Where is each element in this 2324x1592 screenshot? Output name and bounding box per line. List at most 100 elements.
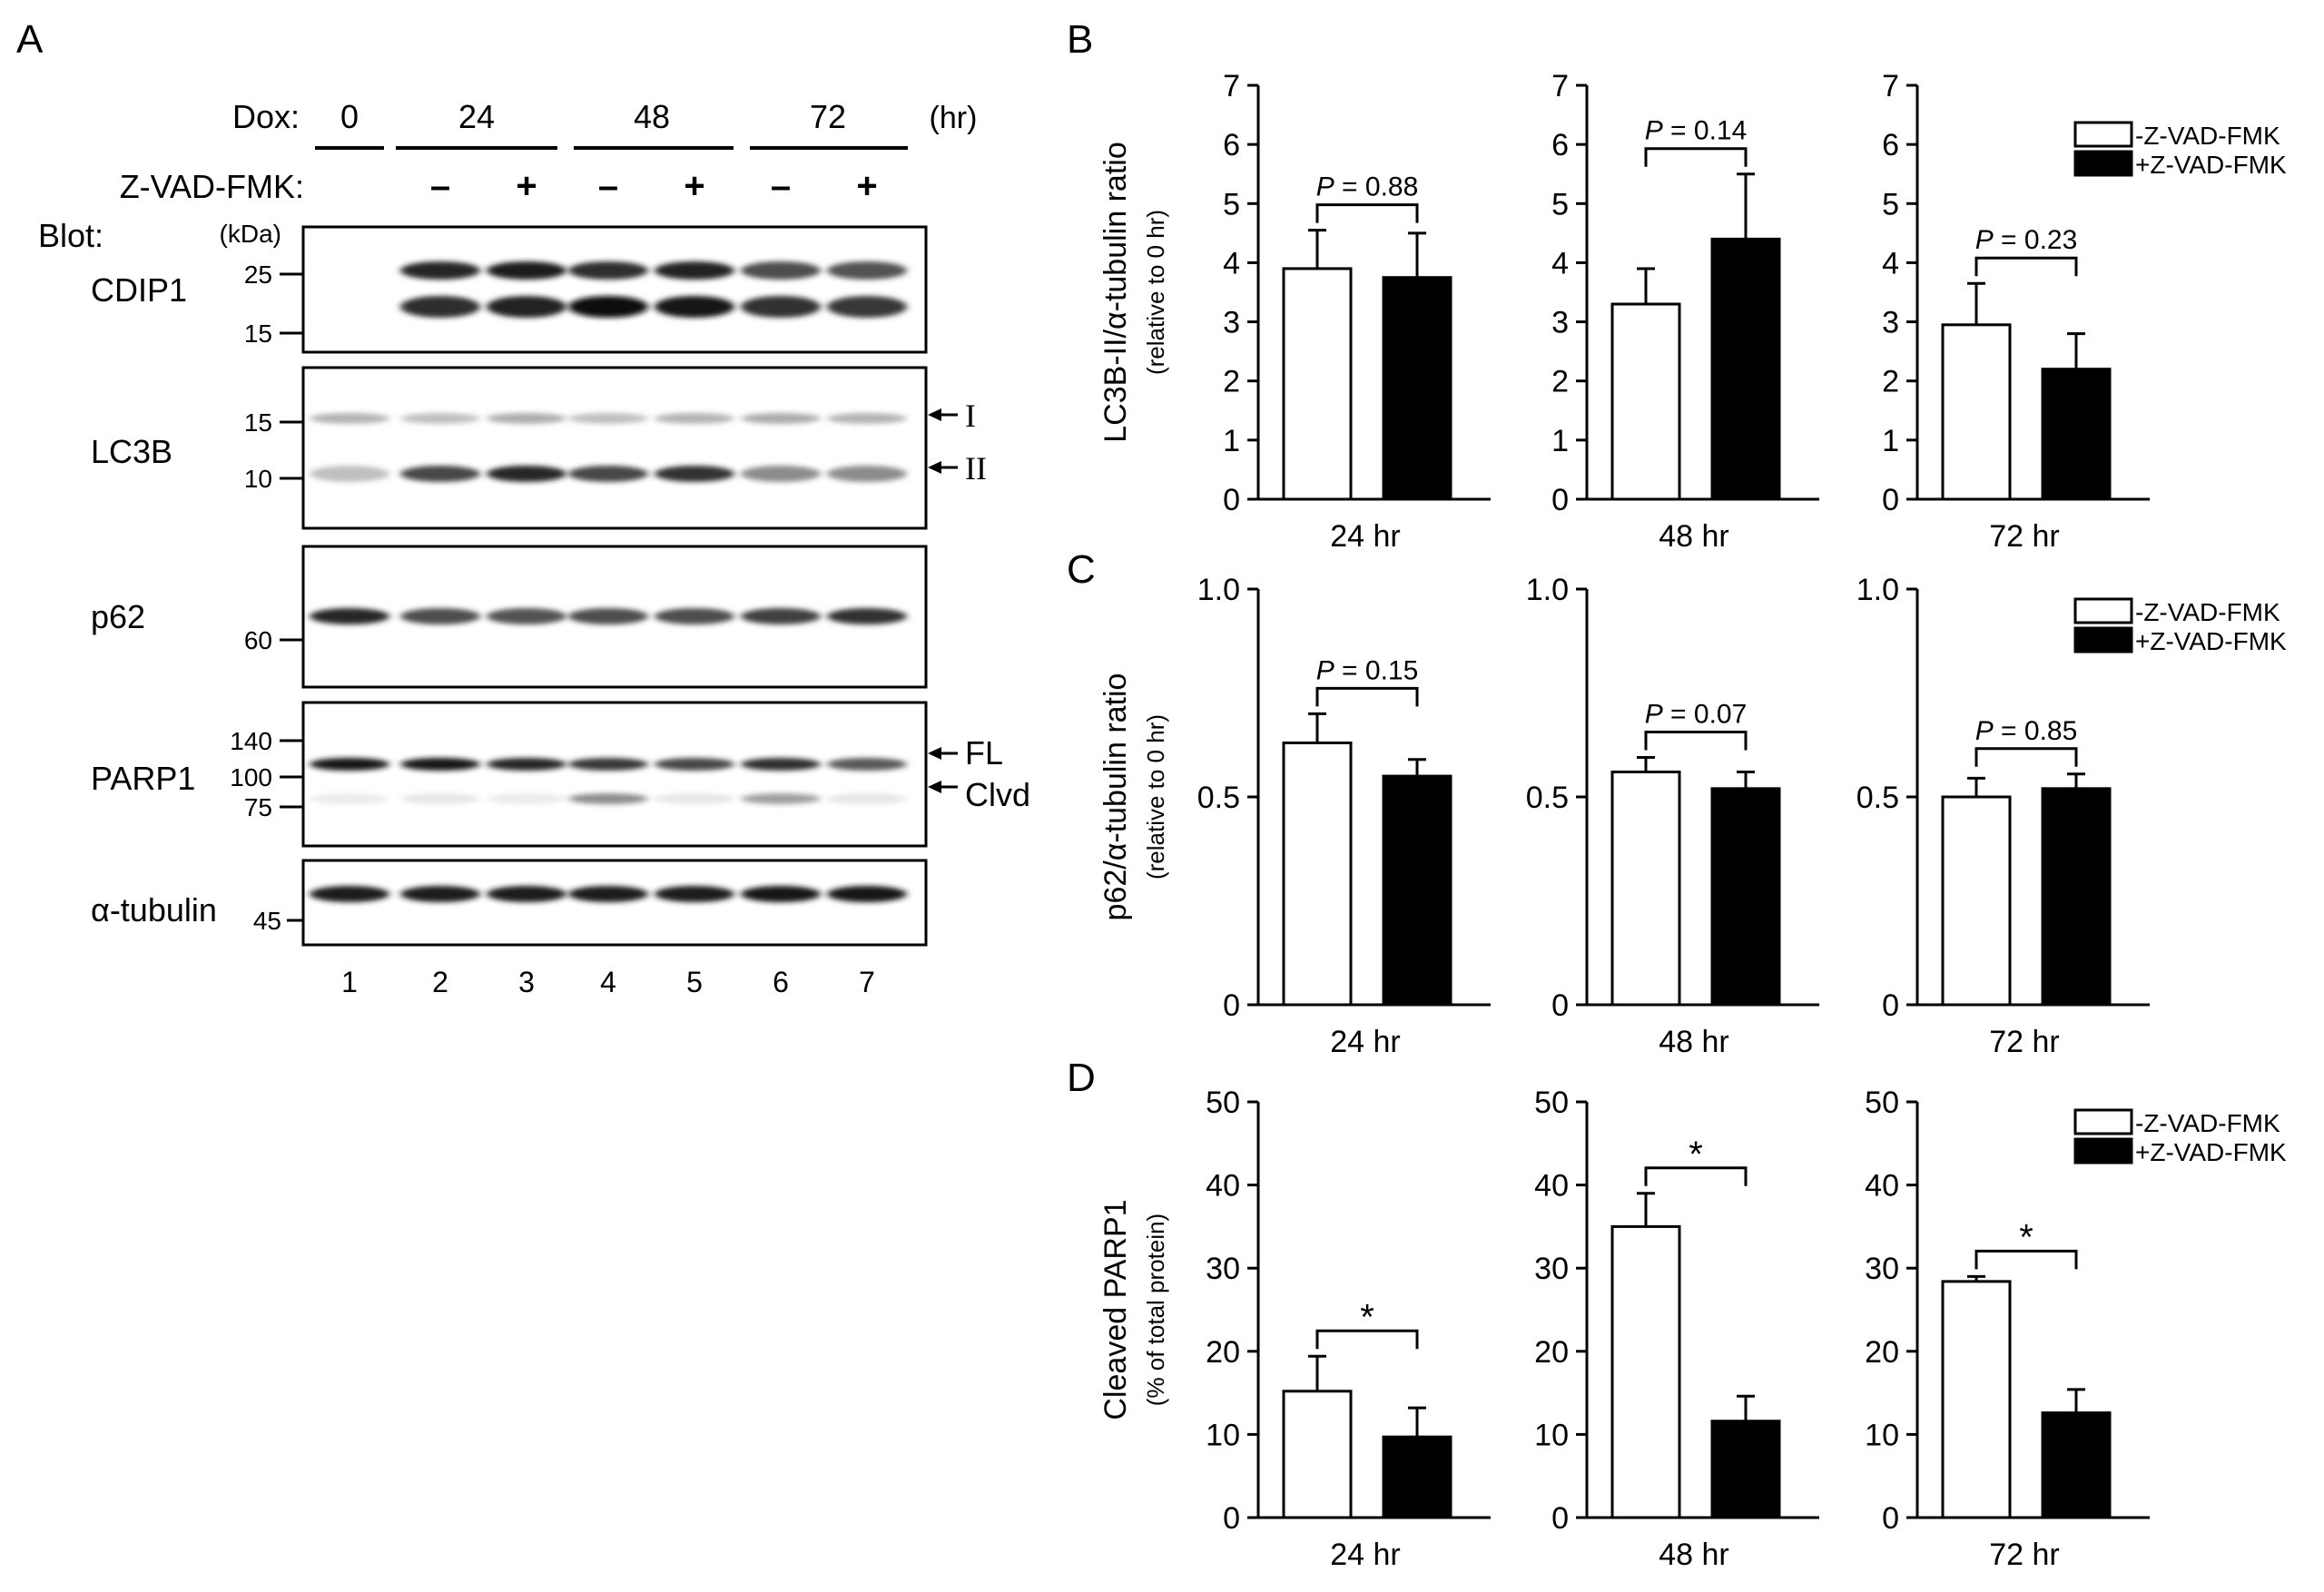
bar-charts: LC3B-II/α-tubulin ratio (relative to 0 hr… bbox=[1098, 69, 2287, 1572]
y-tick-label: 4 bbox=[1223, 246, 1240, 280]
y-tick-label: 1 bbox=[1223, 424, 1240, 458]
bar-minus-zvad bbox=[1610, 771, 1681, 1007]
band-cdip1-lower bbox=[827, 296, 907, 318]
p-value-annotation: P = 0.85 bbox=[1975, 716, 2078, 746]
band-parp1-clvd bbox=[310, 793, 389, 804]
marker-parp1-100: 100 bbox=[230, 763, 272, 791]
lane-number: 3 bbox=[518, 966, 535, 998]
y-axis-subtitle: (% of total protein) bbox=[1142, 1214, 1169, 1406]
panel-label-b: B bbox=[1067, 17, 1093, 62]
blot-box-lc3b bbox=[301, 366, 928, 530]
band-arrows bbox=[928, 408, 958, 793]
y-tick-label: 5 bbox=[1551, 187, 1569, 221]
band-parp1-fl bbox=[741, 758, 821, 771]
blot-box-cdip1 bbox=[301, 225, 928, 354]
blot-name-cdip1: CDIP1 bbox=[91, 271, 187, 309]
y-axis-subtitle: (relative to 0 hr) bbox=[1142, 210, 1169, 375]
zvad-sign: – bbox=[598, 166, 618, 206]
band-lc3b-I bbox=[310, 413, 389, 424]
y-tick-label: 7 bbox=[1551, 69, 1569, 103]
arrow-lc3b-ii-icon bbox=[928, 461, 941, 474]
significance-bracket bbox=[1644, 1166, 1748, 1186]
band-tubulin bbox=[400, 886, 480, 902]
legend-label-minus: -Z-VAD-FMK bbox=[2135, 1109, 2280, 1137]
y-tick-label: 0 bbox=[1882, 483, 1899, 517]
y-tick-label: 7 bbox=[1223, 69, 1240, 103]
band-lc3b-II bbox=[487, 466, 566, 482]
y-tick-label: 20 bbox=[1206, 1335, 1240, 1370]
dox-group-72: 72 bbox=[810, 98, 846, 135]
blot-name-tubulin: α-tubulin bbox=[91, 891, 217, 929]
band-lc3b-II bbox=[568, 466, 648, 482]
arrow-parp1-fl-icon bbox=[928, 747, 941, 760]
western-blot: Dox: 0 24 48 72 (hr) Z-VAD-FMK: – + – + – + B… bbox=[38, 98, 1030, 998]
y-tick-label: 0 bbox=[1223, 1501, 1240, 1536]
legend-swatch-plus bbox=[2073, 150, 2133, 177]
significance-bracket bbox=[1315, 203, 1419, 223]
marker-parp1-140: 140 bbox=[230, 727, 272, 755]
p-value-annotation: P = 0.07 bbox=[1645, 699, 1748, 729]
zvad-label: Z-VAD-FMK: bbox=[120, 168, 304, 205]
band-cdip1-upper bbox=[568, 261, 648, 280]
zvad-sign: + bbox=[516, 166, 537, 206]
bar-plus-zvad bbox=[1710, 237, 1781, 501]
blot-box-parp1 bbox=[301, 701, 928, 848]
legend-swatch-plus bbox=[2073, 626, 2133, 654]
bar-plus-zvad bbox=[1382, 276, 1452, 501]
band-layer bbox=[310, 261, 907, 902]
y-tick-label: 30 bbox=[1534, 1252, 1569, 1286]
band-lc3b-I bbox=[827, 413, 907, 424]
blot-name-p62: p62 bbox=[91, 598, 145, 635]
band-cdip1-upper bbox=[400, 261, 480, 280]
arrow-label-parp1-fl: FL bbox=[965, 734, 1003, 771]
panel-label-a: A bbox=[16, 17, 44, 62]
y-tick-label: 7 bbox=[1882, 69, 1899, 103]
y-axis-title: p62/α-tubulin ratio bbox=[1098, 673, 1133, 921]
band-p62 bbox=[568, 608, 648, 624]
blot-name-lc3b: LC3B bbox=[91, 433, 172, 470]
blot-name-parp1: PARP1 bbox=[91, 760, 195, 797]
x-category-label: 24 hr bbox=[1330, 519, 1401, 554]
y-tick-label: 5 bbox=[1223, 187, 1240, 221]
legend-label-plus: +Z-VAD-FMK bbox=[2135, 151, 2287, 179]
significance-bracket bbox=[1974, 256, 2078, 277]
band-parp1-clvd bbox=[487, 793, 566, 804]
p-value-annotation: * bbox=[1360, 1297, 1374, 1337]
band-cdip1-upper bbox=[741, 261, 821, 280]
band-p62 bbox=[741, 608, 821, 624]
band-parp1-fl bbox=[827, 758, 907, 771]
legend-label-plus: +Z-VAD-FMK bbox=[2135, 1138, 2287, 1166]
y-tick-label: 40 bbox=[1206, 1169, 1240, 1204]
arrow-label-lc3b-ii: II bbox=[965, 450, 987, 486]
arrow-lc3b-i-icon bbox=[928, 408, 941, 421]
p-value-annotation: P = 0.14 bbox=[1645, 116, 1748, 146]
blot-label: Blot: bbox=[38, 217, 103, 254]
band-parp1-clvd bbox=[400, 793, 480, 804]
significance-bracket bbox=[1644, 730, 1748, 751]
y-tick-label: 50 bbox=[1534, 1086, 1569, 1120]
zvad-sign: – bbox=[771, 166, 791, 206]
y-tick-label: 4 bbox=[1882, 246, 1899, 280]
marker-lc3b-10: 10 bbox=[244, 465, 272, 493]
band-lc3b-II bbox=[741, 466, 821, 482]
band-parp1-clvd bbox=[568, 793, 648, 804]
lane-number: 1 bbox=[341, 966, 358, 998]
band-tubulin bbox=[568, 886, 648, 902]
dox-group-24: 24 bbox=[458, 98, 495, 135]
bar-plus-zvad bbox=[2041, 787, 2112, 1007]
bar-minus-zvad bbox=[1282, 741, 1353, 1007]
legend-label-minus: -Z-VAD-FMK bbox=[2135, 598, 2280, 626]
y-tick-label: 6 bbox=[1882, 128, 1899, 162]
legend-swatch-minus bbox=[2073, 597, 2133, 624]
legend-label-plus: +Z-VAD-FMK bbox=[2135, 627, 2287, 655]
band-lc3b-II bbox=[827, 466, 907, 482]
band-p62 bbox=[310, 608, 389, 624]
band-lc3b-I bbox=[741, 413, 821, 424]
band-tubulin bbox=[487, 886, 566, 902]
y-tick-label: 3 bbox=[1223, 306, 1240, 340]
band-cdip1-lower bbox=[655, 296, 734, 318]
band-parp1-fl bbox=[400, 758, 480, 771]
bar-minus-zvad bbox=[1282, 267, 1353, 501]
bar-plus-zvad bbox=[1710, 1420, 1781, 1519]
band-p62 bbox=[487, 608, 566, 624]
